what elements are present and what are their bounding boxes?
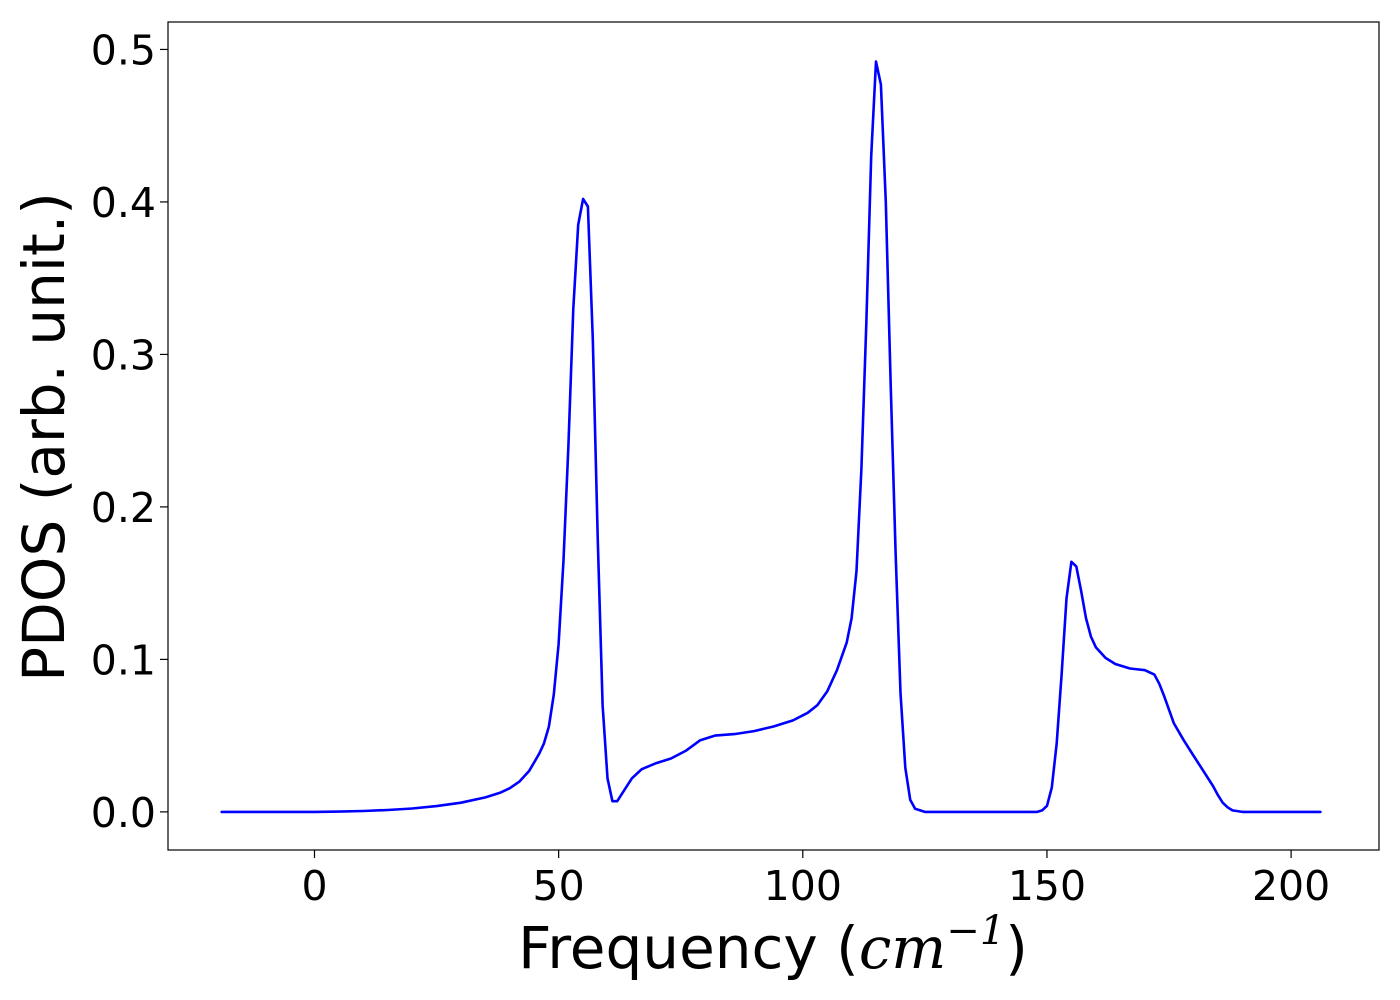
y-axis-ticks: 0.0 0.1 0.2 0.3 0.4 0.5: [91, 26, 168, 837]
x-axis-label: Frequency (cm−1): [518, 908, 1028, 982]
y-axis-label: PDOS (arb. unit.): [10, 192, 78, 682]
x-tick-label: 50: [533, 862, 585, 910]
pdos-series-line: [220, 60, 1322, 814]
x-tick-label: 0: [301, 862, 327, 910]
x-axis-ticks: 0 50 100 150 200: [301, 850, 1330, 910]
x-axis-unit: cm: [859, 914, 946, 982]
x-tick-label: 200: [1252, 862, 1330, 910]
x-axis-unit-exponent: −1: [946, 908, 1005, 954]
y-tick-label: 0.2: [91, 484, 156, 532]
x-tick-label: 150: [1008, 862, 1086, 910]
y-tick-label: 0.3: [91, 331, 156, 379]
y-tick-label: 0.5: [91, 26, 156, 74]
axes-frame: [167, 21, 1380, 851]
y-tick-label: 0.1: [91, 636, 156, 684]
x-tick-label: 100: [764, 862, 842, 910]
plot-area: [220, 60, 1322, 814]
y-tick-label: 0.4: [91, 179, 156, 227]
y-tick-label: 0.0: [91, 789, 156, 837]
